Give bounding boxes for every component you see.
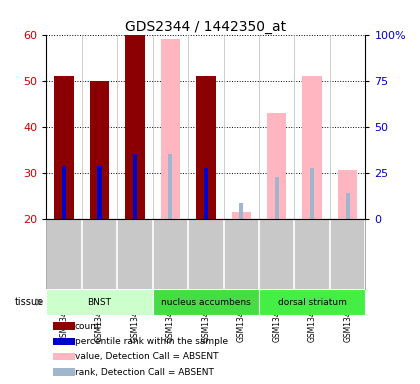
Bar <box>302 76 322 218</box>
Text: BNST: BNST <box>87 298 111 306</box>
Text: percentile rank within the sample: percentile rank within the sample <box>75 337 228 346</box>
Bar <box>346 193 350 218</box>
Bar <box>52 368 76 376</box>
Bar <box>239 202 244 218</box>
Bar <box>259 289 365 315</box>
Text: rank, Detection Call = ABSENT: rank, Detection Call = ABSENT <box>75 367 214 377</box>
Bar <box>52 323 76 329</box>
Text: tissue: tissue <box>15 297 44 307</box>
Bar <box>160 39 180 218</box>
Bar <box>133 154 137 218</box>
Text: nucleus accumbens: nucleus accumbens <box>161 298 251 306</box>
Bar <box>231 212 251 218</box>
Bar <box>52 353 76 360</box>
Bar <box>152 289 259 315</box>
Bar <box>125 35 144 218</box>
Bar <box>97 166 102 218</box>
Bar <box>338 170 357 218</box>
Bar <box>267 113 286 218</box>
Bar <box>275 177 279 218</box>
Bar <box>168 154 173 218</box>
Title: GDS2344 / 1442350_at: GDS2344 / 1442350_at <box>125 20 286 33</box>
Bar <box>54 76 74 218</box>
Bar <box>204 168 208 218</box>
Bar <box>89 81 109 218</box>
Bar <box>46 289 152 315</box>
Bar <box>52 338 76 345</box>
Text: value, Detection Call = ABSENT: value, Detection Call = ABSENT <box>75 352 218 361</box>
Bar <box>62 166 66 218</box>
Text: dorsal striatum: dorsal striatum <box>278 298 346 306</box>
Bar <box>196 76 215 218</box>
Bar <box>310 168 314 218</box>
Text: count: count <box>75 321 100 331</box>
